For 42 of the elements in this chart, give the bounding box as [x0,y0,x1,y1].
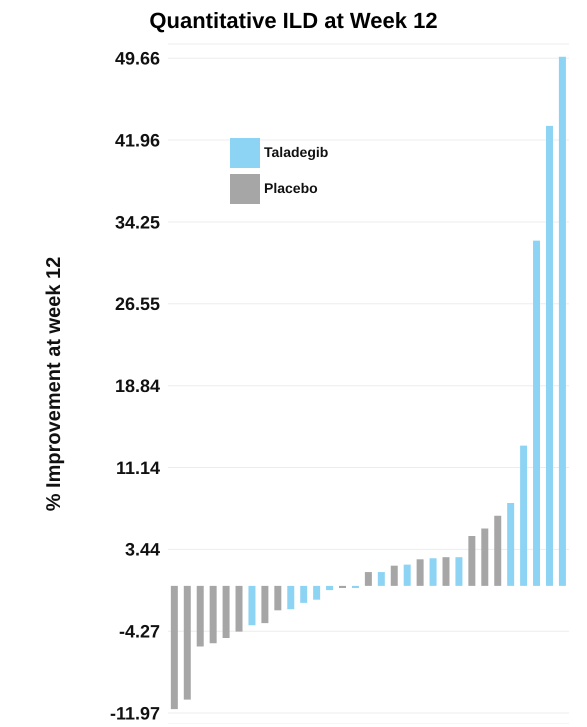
y-tick-label: 3.44 [124,540,160,560]
bar [364,572,372,586]
y-tick-label: 18.84 [114,376,160,396]
bar [430,558,437,586]
y-tick-label: -4.27 [118,622,160,642]
bar [210,586,217,644]
y-tick-label: 34.25 [114,212,160,232]
bar [274,586,282,610]
chart-title: Quantitative ILD at Week 12 [148,8,439,34]
bar [468,536,476,586]
y-tick-label: 41.96 [114,130,160,150]
bar [546,126,553,586]
bar [494,516,502,586]
y-tick-label: 49.66 [114,48,160,69]
y-axis-title: % Improvement at week 12 [43,256,66,512]
bar [196,586,204,646]
bar [390,566,398,586]
y-tick-label: 26.55 [114,294,160,314]
bar [184,586,191,700]
legend-label: Taladegib [264,144,328,160]
bar [261,586,268,624]
bar [416,559,424,586]
bar [455,557,462,586]
y-tick-label: 11.14 [116,458,160,478]
bar [507,503,514,586]
bar [170,586,178,710]
bar [326,586,334,590]
bar [533,240,540,586]
bar [287,586,294,610]
bar [313,586,320,600]
legend-label: Placebo [264,180,318,196]
bar [520,446,528,586]
bar [236,586,243,632]
y-tick-label: -11.97 [110,703,160,724]
bar [378,572,385,586]
bar [442,557,450,586]
bar [558,56,566,586]
bar [300,586,308,603]
bar [222,586,230,638]
bar [248,586,256,626]
bar [404,564,411,586]
bar [481,528,488,586]
